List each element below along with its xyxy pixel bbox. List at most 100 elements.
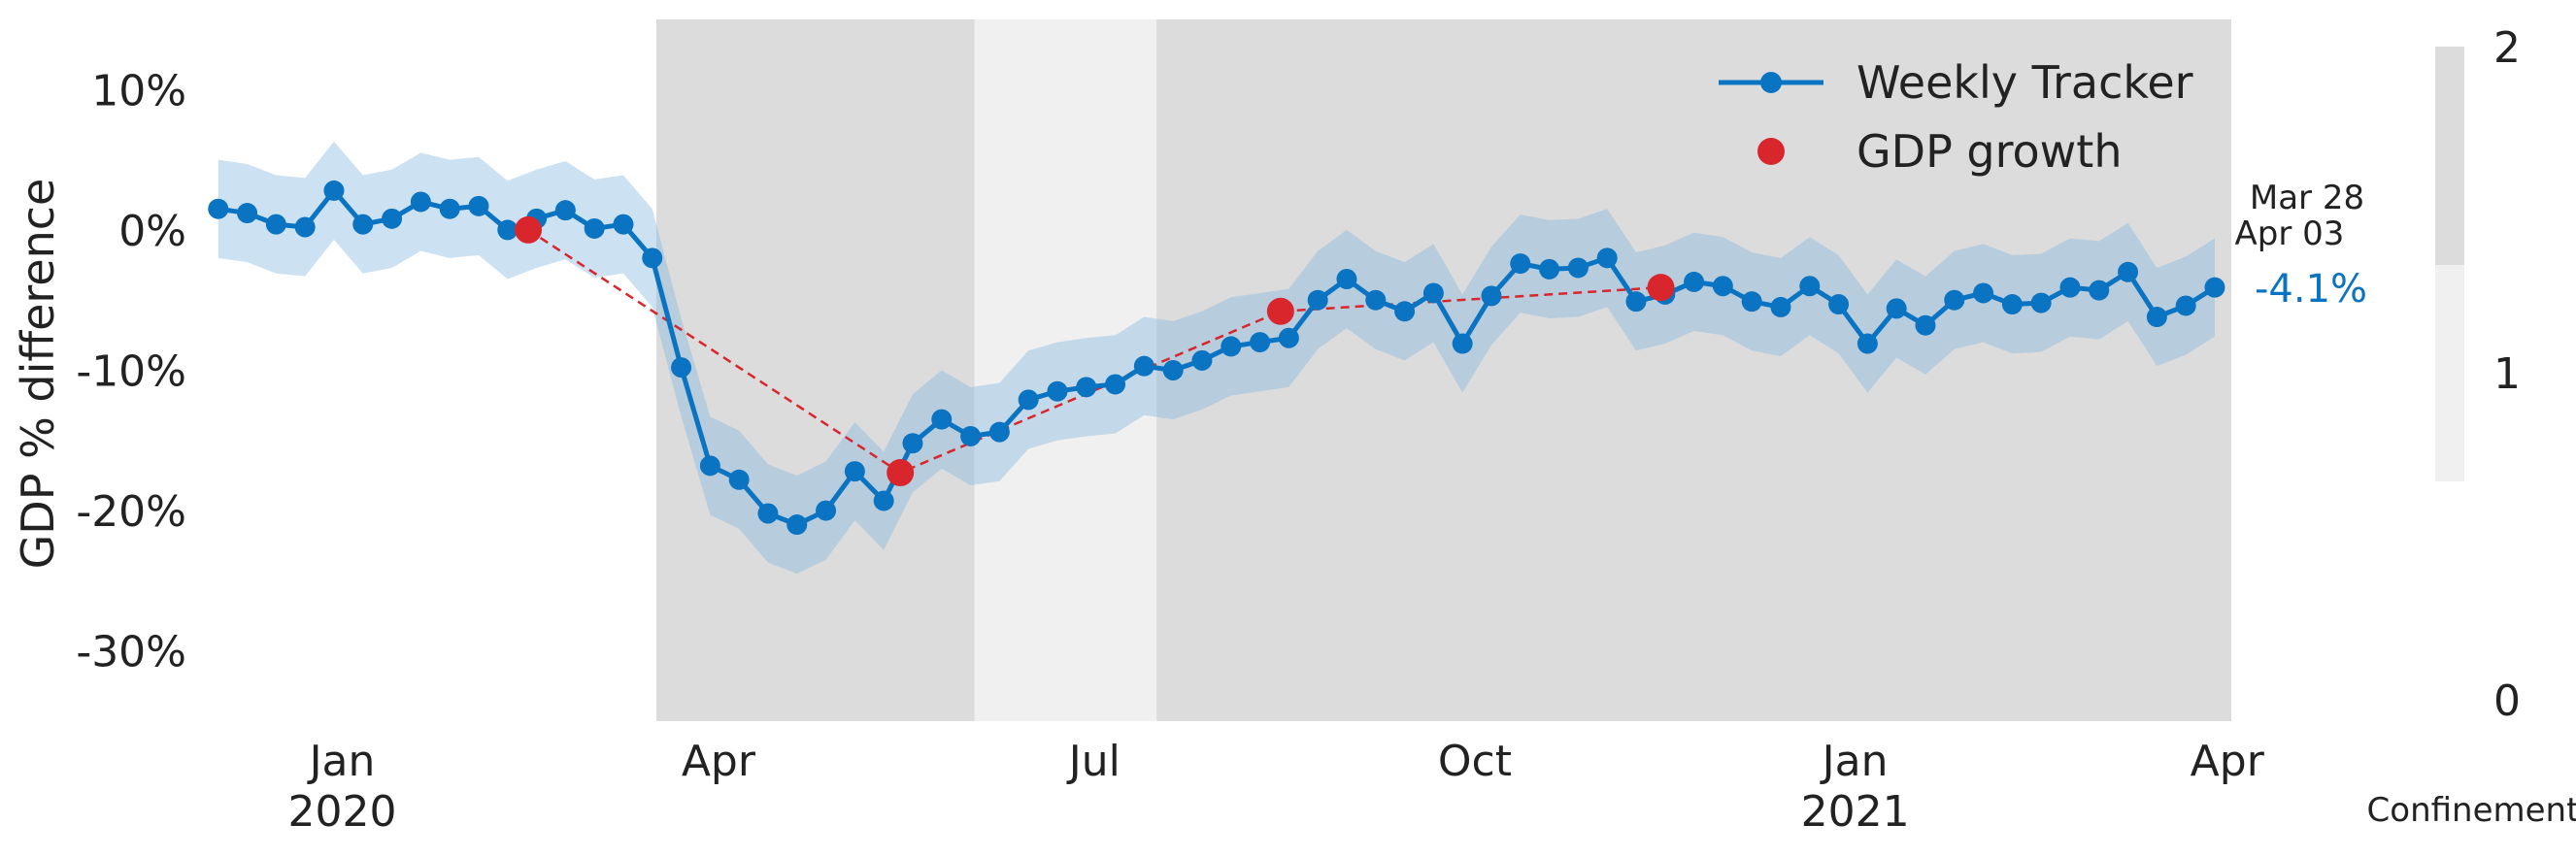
gdp-point-2 [887,459,915,487]
tracker-point-67 [2118,261,2139,282]
tracker-point-10 [468,195,489,216]
tracker-point-8 [410,191,431,213]
tracker-point-9 [439,198,460,219]
x-tick-label-1: Jan [307,737,376,786]
weekly-tracker-line [217,187,2217,528]
x-tick-label-6: Apr [2191,737,2265,786]
tracker-point-32 [1105,374,1126,395]
y-axis: 10% 0% -10% -20% -30% [76,66,186,676]
legend: Weekly Tracker GDP growth [1719,56,2193,178]
tracker-point-68 [2146,307,2167,328]
tracker-point-39 [1307,289,1328,311]
tracker-point-58 [1857,333,1878,354]
tracker-point-69 [2175,295,2196,316]
y-axis-label: GDP % difference [12,179,64,570]
tracker-point-37 [1250,332,1271,353]
tracker-point-7 [382,208,403,229]
colorbar-level-1 [2435,265,2464,481]
gdp-point-3 [1266,297,1294,325]
gdp-growth-points [515,215,1675,487]
legend-gdp-marker [1757,138,1785,165]
tracker-point-42 [1394,301,1416,322]
tracker-point-18 [699,455,720,477]
y-tick-label-2: 0% [118,207,186,256]
x-tick-year-1: 2020 [287,787,396,837]
last-value-label: -4.1% [2255,267,2367,312]
tracker-point-11 [497,219,519,241]
x-tick-label-3: Jul [1066,737,1121,786]
tracker-point-27 [960,425,982,446]
tracker-point-49 [1596,247,1618,269]
tracker-point-62 [1973,282,1994,304]
colorbar-tick-2: 2 [2493,23,2521,73]
y-tick-label-5: -30% [76,628,186,677]
x-tick-label-2: Apr [682,737,756,786]
tracker-point-34 [1162,360,1184,380]
tracker-point-22 [816,500,837,521]
legend-tracker-marker [1760,72,1782,93]
tracker-point-16 [642,247,663,269]
tracker-point-5 [323,180,345,201]
tracker-point-20 [757,503,779,524]
tracker-point-31 [1076,377,1097,398]
x-tick-label-5: Jan [1820,737,1889,786]
tracker-point-23 [844,461,865,482]
tracker-point-45 [1481,285,1502,307]
tracker-point-63 [2001,294,2023,315]
gdp-growth-connector [527,228,1661,475]
tracker-point-60 [1915,314,1936,336]
tracker-point-2 [237,203,258,224]
tracker-point-66 [2089,280,2110,301]
tracker-point-1 [208,198,229,219]
legend-tracker-label: Weekly Tracker [1857,56,2193,109]
colorbar-tick-0: 0 [2493,676,2521,726]
tracker-point-3 [265,214,286,235]
tracker-point-61 [1944,289,1965,311]
tracker-point-41 [1365,289,1387,311]
tracker-point-6 [352,214,374,235]
colorbar-tick-1: 1 [2493,349,2521,399]
tracker-point-36 [1221,336,1242,357]
colorbar-level-2 [2435,47,2464,265]
confinement-period-1 [656,19,975,721]
tracker-point-38 [1278,327,1299,348]
legend-gdp-label: GDP growth [1857,125,2122,178]
confinement-period-3 [1156,19,2231,721]
gdp-growth-dashed-line [527,228,1661,475]
last-period-start: Mar 28 [2250,179,2364,217]
tracker-point-50 [1625,291,1647,313]
tracker-point-54 [1741,291,1762,313]
tracker-point-64 [2030,292,2052,313]
weekly-tracker-series [208,180,2225,536]
tracker-point-33 [1133,355,1154,377]
last-period-annotation: Mar 28 Apr 03 [2235,179,2365,253]
y-tick-label-4: -20% [76,487,186,537]
tracker-point-44 [1452,333,1473,354]
y-tick-label-3: -10% [76,347,186,397]
gdp-point-1 [515,215,543,244]
tracker-point-53 [1712,276,1733,297]
confinement-colorbar: 2 1 0 Confinement [2367,23,2576,830]
tracker-point-24 [873,490,894,511]
tracker-point-48 [1567,257,1589,279]
tracker-point-14 [584,217,605,239]
tracker-point-55 [1770,296,1791,317]
x-tick-label-4: Oct [1438,737,1512,786]
x-tick-year-5: 2021 [1801,787,1910,837]
y-tick-label-1: 10% [91,66,186,115]
tracker-point-26 [931,409,953,430]
colorbar-label: Confinement [2367,791,2576,830]
tracker-point-30 [1047,380,1068,402]
confinement-shading [656,19,2231,721]
tracker-point-43 [1422,282,1444,304]
tracker-point-57 [1828,294,1850,315]
tracker-point-35 [1191,349,1213,371]
last-period-end: Apr 03 [2235,214,2345,253]
tracker-point-28 [988,421,1010,443]
tracker-point-21 [786,514,808,536]
tracker-point-65 [2059,277,2081,298]
tracker-point-46 [1510,253,1531,275]
tracker-point-17 [671,357,692,379]
